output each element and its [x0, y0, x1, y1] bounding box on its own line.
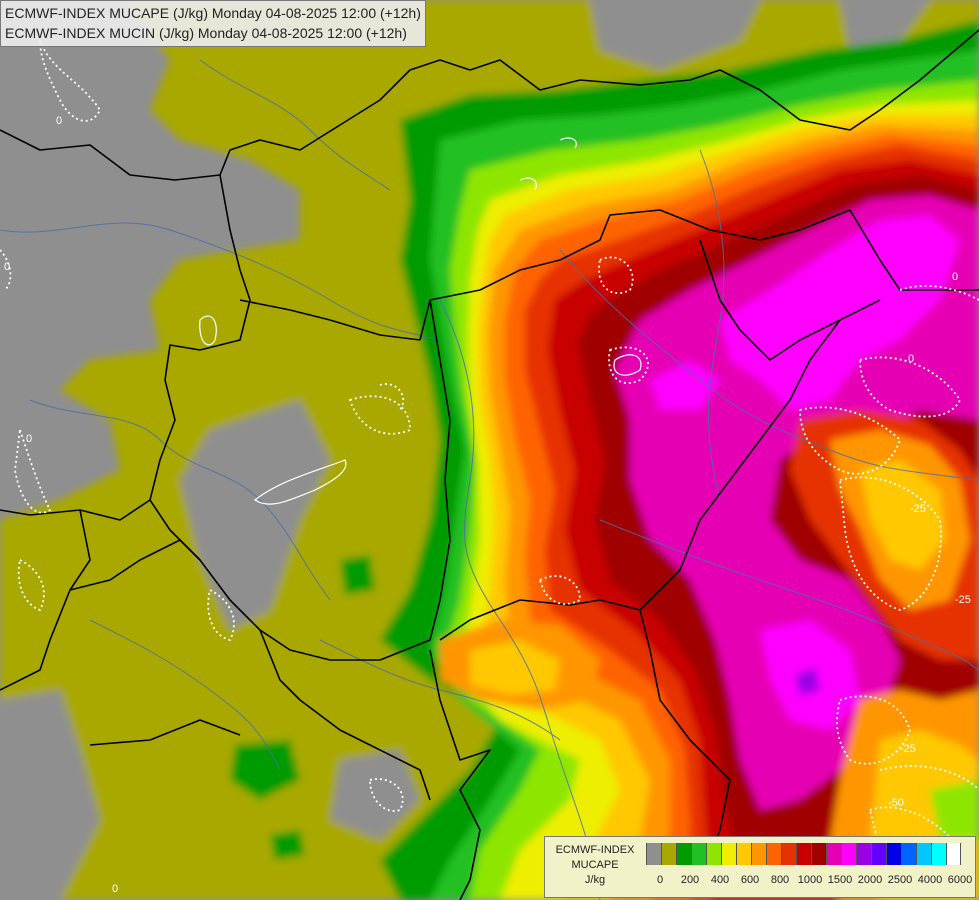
legend-swatch	[721, 843, 736, 865]
legend-swatch	[841, 843, 856, 865]
legend-swatch	[856, 843, 871, 865]
legend-swatch	[661, 843, 676, 865]
legend-tick: 6000	[947, 874, 973, 886]
legend-tick: 400	[710, 874, 730, 886]
cape-band-grey-patch	[180, 400, 330, 630]
legend-swatch	[871, 843, 886, 865]
legend-swatch	[706, 843, 721, 865]
legend-swatch	[826, 843, 841, 865]
title-mucin: ECMWF-INDEX MUCIN (J/kg) Monday 04-08-20…	[5, 25, 407, 41]
legend-swatch	[931, 843, 946, 865]
contour-label: 0	[26, 433, 32, 445]
legend-title: ECMWF-INDEX MUCAPE J/kg	[547, 843, 643, 888]
cape-band-grey-patch	[330, 750, 420, 840]
cape-band-magenta	[615, 195, 979, 810]
legend-tick: 0	[656, 874, 664, 886]
contour-label: -50	[888, 797, 904, 809]
legend-swatch	[916, 843, 931, 865]
contour-label: 0	[4, 261, 10, 273]
cape-band-yellow-cell	[860, 460, 945, 570]
legend-swatch	[676, 843, 691, 865]
contour-label: 0	[908, 353, 914, 365]
legend-swatch	[886, 843, 901, 865]
legend-tick: 2500	[887, 874, 913, 886]
legend-swatch	[751, 843, 766, 865]
mucin-contours	[0, 39, 979, 866]
color-legend: ECMWF-INDEX MUCAPE J/kg 0 200 400 600 800 100…	[544, 836, 976, 898]
cape-band-grey-patch	[840, 0, 930, 50]
cape-band-grey-patch	[590, 0, 760, 70]
cape-band-speck	[270, 830, 305, 860]
legend-tick: 800	[770, 874, 790, 886]
legend-swatch	[646, 843, 661, 865]
legend-swatch	[901, 843, 916, 865]
legend-tick: 1500	[827, 874, 853, 886]
contour-label: 0	[56, 115, 62, 127]
map-title-box: ECMWF-INDEX MUCAPE (J/kg) Monday 04-08-2…	[0, 0, 426, 47]
contour-labels: 0 0 0 0 0 -25 -25 -50 -25 0	[4, 115, 971, 895]
legend-swatches	[646, 843, 961, 865]
rivers	[0, 59, 979, 900]
legend-swatch	[736, 843, 751, 865]
legend-model: ECMWF-INDEX	[555, 844, 635, 856]
contour-label: 0	[112, 883, 118, 895]
legend-tick: 1000	[797, 874, 823, 886]
cape-band-grey-patch	[0, 690, 100, 900]
legend-ticks: 0 200 400 600 800 1000 1500 2000 2500 4000 6000	[646, 874, 976, 888]
legend-tick: 600	[740, 874, 760, 886]
cape-band-speck	[230, 740, 300, 800]
lakes	[199, 137, 642, 505]
legend-tick: 4000	[917, 874, 943, 886]
contour-label: -25	[900, 743, 916, 755]
contour-label: 0	[952, 271, 958, 283]
legend-swatch	[781, 843, 796, 865]
cape-band-pink	[720, 215, 960, 410]
country-borders	[0, 29, 979, 900]
cape-band-yellow-lobe	[470, 640, 560, 695]
legend-swatch	[946, 843, 961, 865]
legend-swatch	[691, 843, 706, 865]
legend-field: MUCAPE	[571, 859, 619, 871]
cape-band-violet	[795, 668, 820, 695]
cape-band-pink	[650, 360, 720, 410]
legend-tick: 200	[680, 874, 700, 886]
legend-unit: J/kg	[584, 874, 606, 886]
legend-swatch	[766, 843, 781, 865]
legend-tick: 2000	[857, 874, 883, 886]
legend-swatch	[811, 843, 826, 865]
cape-band-green-cell	[930, 780, 979, 840]
contour-label: -25	[955, 594, 971, 606]
cape-band-speck	[340, 555, 375, 595]
contour-label: -25	[910, 503, 926, 515]
title-mucape: ECMWF-INDEX MUCAPE (J/kg) Monday 04-08-2…	[5, 5, 421, 21]
legend-swatch	[796, 843, 811, 865]
